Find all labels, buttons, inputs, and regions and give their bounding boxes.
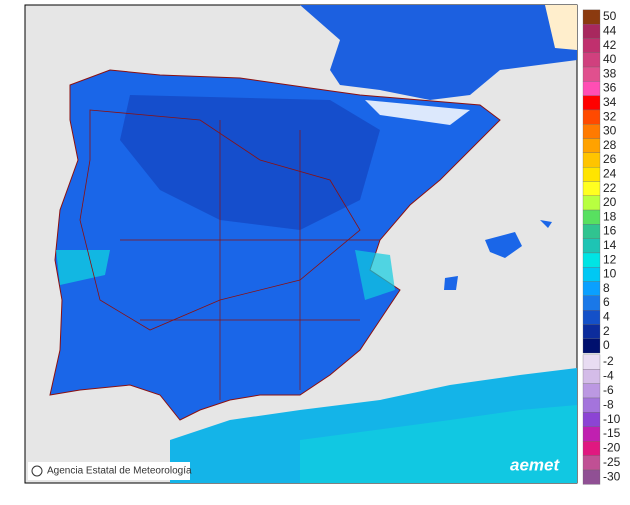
legend-label: 10 (603, 267, 617, 281)
credit: Agencia Estatal de Meteorología (47, 466, 192, 477)
warm-region (355, 250, 395, 300)
legend-label: 8 (603, 281, 610, 295)
legend-label: 34 (603, 95, 617, 109)
legend-label: 40 (603, 52, 617, 66)
legend-label: 50 (603, 9, 617, 23)
legend-label: 4 (603, 309, 610, 323)
legend-label: 14 (603, 238, 617, 252)
legend-label: 22 (603, 181, 617, 195)
legend-label: -6 (603, 383, 614, 397)
legend-swatch (582, 441, 601, 456)
legend-swatch (582, 166, 601, 182)
legend-label: -20 (603, 441, 621, 455)
legend-label: -15 (603, 426, 621, 440)
legend-label: -2 (603, 354, 614, 368)
legend-label: 42 (603, 38, 617, 52)
france-region (300, 5, 577, 100)
legend-label: -10 (603, 412, 621, 426)
legend-label: 20 (603, 195, 617, 209)
legend-label: 12 (603, 252, 617, 266)
legend-swatch (582, 412, 601, 427)
island (444, 276, 458, 290)
legend-label: 26 (603, 152, 617, 166)
legend-label: 16 (603, 224, 617, 238)
legend-swatch (582, 309, 601, 325)
legend-swatch (582, 324, 601, 339)
legend-swatch (582, 195, 601, 211)
legend-swatch (582, 109, 601, 125)
legend-swatch (582, 397, 601, 413)
legend-label: 38 (603, 66, 617, 80)
legend-swatch (582, 23, 601, 39)
legend-swatch (582, 9, 601, 25)
legend-swatch (582, 354, 601, 370)
legend-swatch (582, 469, 601, 485)
legend-swatch (582, 295, 601, 311)
legend-label: 44 (603, 23, 617, 37)
legend-label: 0 (603, 338, 610, 352)
legend-swatch (582, 181, 601, 196)
legend-label: 30 (603, 124, 617, 138)
legend-swatch (582, 383, 601, 399)
legend: 5044424038363432302826242220181614121086… (582, 9, 621, 485)
island (485, 232, 522, 258)
land-edge (545, 5, 577, 50)
legend-label: -25 (603, 455, 621, 469)
legend-swatch (582, 238, 601, 254)
legend-label: 24 (603, 166, 617, 180)
legend-swatch (582, 224, 601, 239)
snow-area (365, 100, 470, 125)
legend-label: 2 (603, 324, 610, 338)
legend-swatch (582, 267, 601, 282)
warm-region (300, 405, 577, 483)
legend-swatch (582, 124, 601, 139)
legend-swatch (582, 369, 601, 384)
legend-swatch (582, 281, 601, 296)
copyright-icon (31, 465, 43, 477)
logo: aemet (510, 455, 560, 474)
legend-swatch (582, 66, 601, 82)
legend-swatch (582, 52, 601, 68)
legend-swatch (582, 81, 601, 96)
legend-label: 36 (603, 81, 617, 95)
legend-label: 6 (603, 295, 610, 309)
legend-swatch (582, 152, 601, 168)
dark-region (120, 95, 380, 230)
legend-label: 18 (603, 209, 617, 223)
credit-box (28, 462, 190, 480)
border (120, 120, 380, 400)
legend-swatch (582, 209, 601, 225)
legend-label: -4 (603, 369, 614, 383)
warm-region (56, 250, 110, 285)
legend-label: 32 (603, 109, 617, 123)
legend-swatch (582, 426, 601, 442)
border (79, 109, 361, 331)
legend-label: -30 (603, 469, 621, 483)
legend-label: -8 (603, 397, 614, 411)
legend-label: 28 (603, 138, 617, 152)
legend-swatch (582, 338, 601, 354)
legend-swatch (582, 455, 601, 471)
legend-swatch (582, 252, 601, 268)
legend-swatch (582, 95, 601, 111)
legend-swatch (582, 38, 601, 53)
island (540, 220, 552, 228)
legend-swatch (582, 138, 601, 154)
